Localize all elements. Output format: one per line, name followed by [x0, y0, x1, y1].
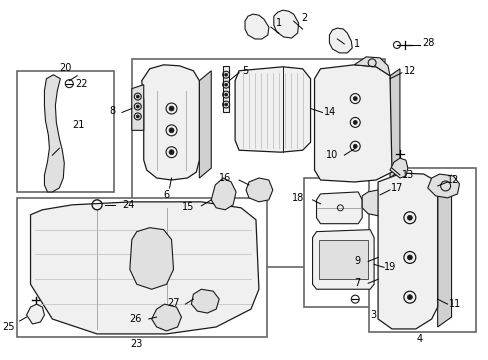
Text: 14: 14	[324, 108, 336, 117]
Polygon shape	[245, 178, 272, 202]
Circle shape	[352, 144, 357, 148]
Polygon shape	[437, 175, 450, 327]
Polygon shape	[132, 85, 143, 130]
Polygon shape	[30, 202, 258, 334]
Text: 12: 12	[403, 66, 415, 76]
Text: 2: 2	[301, 13, 307, 23]
Polygon shape	[377, 173, 437, 329]
Bar	[368, 168, 475, 332]
Polygon shape	[389, 158, 407, 178]
Text: 25: 25	[2, 322, 15, 332]
Text: 9: 9	[353, 256, 360, 266]
Polygon shape	[244, 14, 268, 39]
Text: 15: 15	[182, 202, 194, 212]
Polygon shape	[316, 192, 362, 224]
Text: 7: 7	[353, 278, 360, 288]
Polygon shape	[142, 65, 199, 180]
Circle shape	[169, 106, 174, 111]
Circle shape	[136, 115, 139, 118]
Circle shape	[136, 105, 139, 108]
Bar	[17, 198, 266, 337]
Circle shape	[407, 255, 411, 260]
Text: 28: 28	[422, 38, 434, 48]
Polygon shape	[151, 304, 181, 331]
Polygon shape	[312, 230, 373, 289]
Text: 1: 1	[275, 18, 281, 28]
Text: 21: 21	[72, 120, 84, 130]
Polygon shape	[199, 71, 211, 178]
Text: 11: 11	[448, 299, 461, 309]
Text: 13: 13	[401, 170, 413, 180]
Text: 23: 23	[130, 339, 142, 349]
Text: 6: 6	[163, 190, 169, 200]
Circle shape	[352, 96, 357, 100]
Text: 20: 20	[59, 63, 71, 73]
Circle shape	[169, 150, 174, 155]
Polygon shape	[235, 67, 310, 152]
Polygon shape	[362, 190, 383, 216]
Text: 19: 19	[383, 262, 395, 273]
Text: 5: 5	[242, 66, 247, 76]
Text: 22: 22	[75, 79, 87, 89]
Text: 4: 4	[416, 334, 422, 344]
Text: 24: 24	[122, 200, 134, 210]
Circle shape	[224, 73, 227, 76]
Polygon shape	[318, 239, 367, 279]
Circle shape	[352, 121, 357, 125]
Polygon shape	[44, 75, 64, 192]
Polygon shape	[353, 57, 389, 76]
Circle shape	[224, 93, 227, 96]
Polygon shape	[329, 28, 351, 53]
Text: 1: 1	[353, 39, 360, 49]
Text: 12: 12	[447, 175, 459, 185]
Text: 17: 17	[390, 183, 402, 193]
Text: 8: 8	[110, 107, 116, 117]
Bar	[303, 178, 447, 307]
Text: 26: 26	[129, 314, 142, 324]
Text: 16: 16	[219, 173, 231, 183]
Circle shape	[224, 103, 227, 106]
Polygon shape	[130, 228, 173, 289]
Circle shape	[169, 128, 174, 133]
Bar	[132, 59, 384, 267]
Circle shape	[407, 295, 411, 300]
Circle shape	[407, 215, 411, 220]
Text: 3: 3	[369, 310, 375, 320]
Circle shape	[224, 83, 227, 86]
Polygon shape	[389, 69, 399, 178]
Polygon shape	[273, 10, 298, 38]
Bar	[17, 71, 114, 192]
Polygon shape	[427, 174, 459, 198]
Polygon shape	[314, 65, 391, 182]
Text: 18: 18	[292, 193, 304, 203]
Text: 27: 27	[166, 298, 179, 308]
Polygon shape	[26, 304, 44, 324]
Text: 10: 10	[325, 150, 338, 160]
Polygon shape	[191, 289, 219, 313]
Polygon shape	[223, 66, 229, 112]
Circle shape	[136, 95, 139, 98]
Polygon shape	[211, 178, 236, 210]
